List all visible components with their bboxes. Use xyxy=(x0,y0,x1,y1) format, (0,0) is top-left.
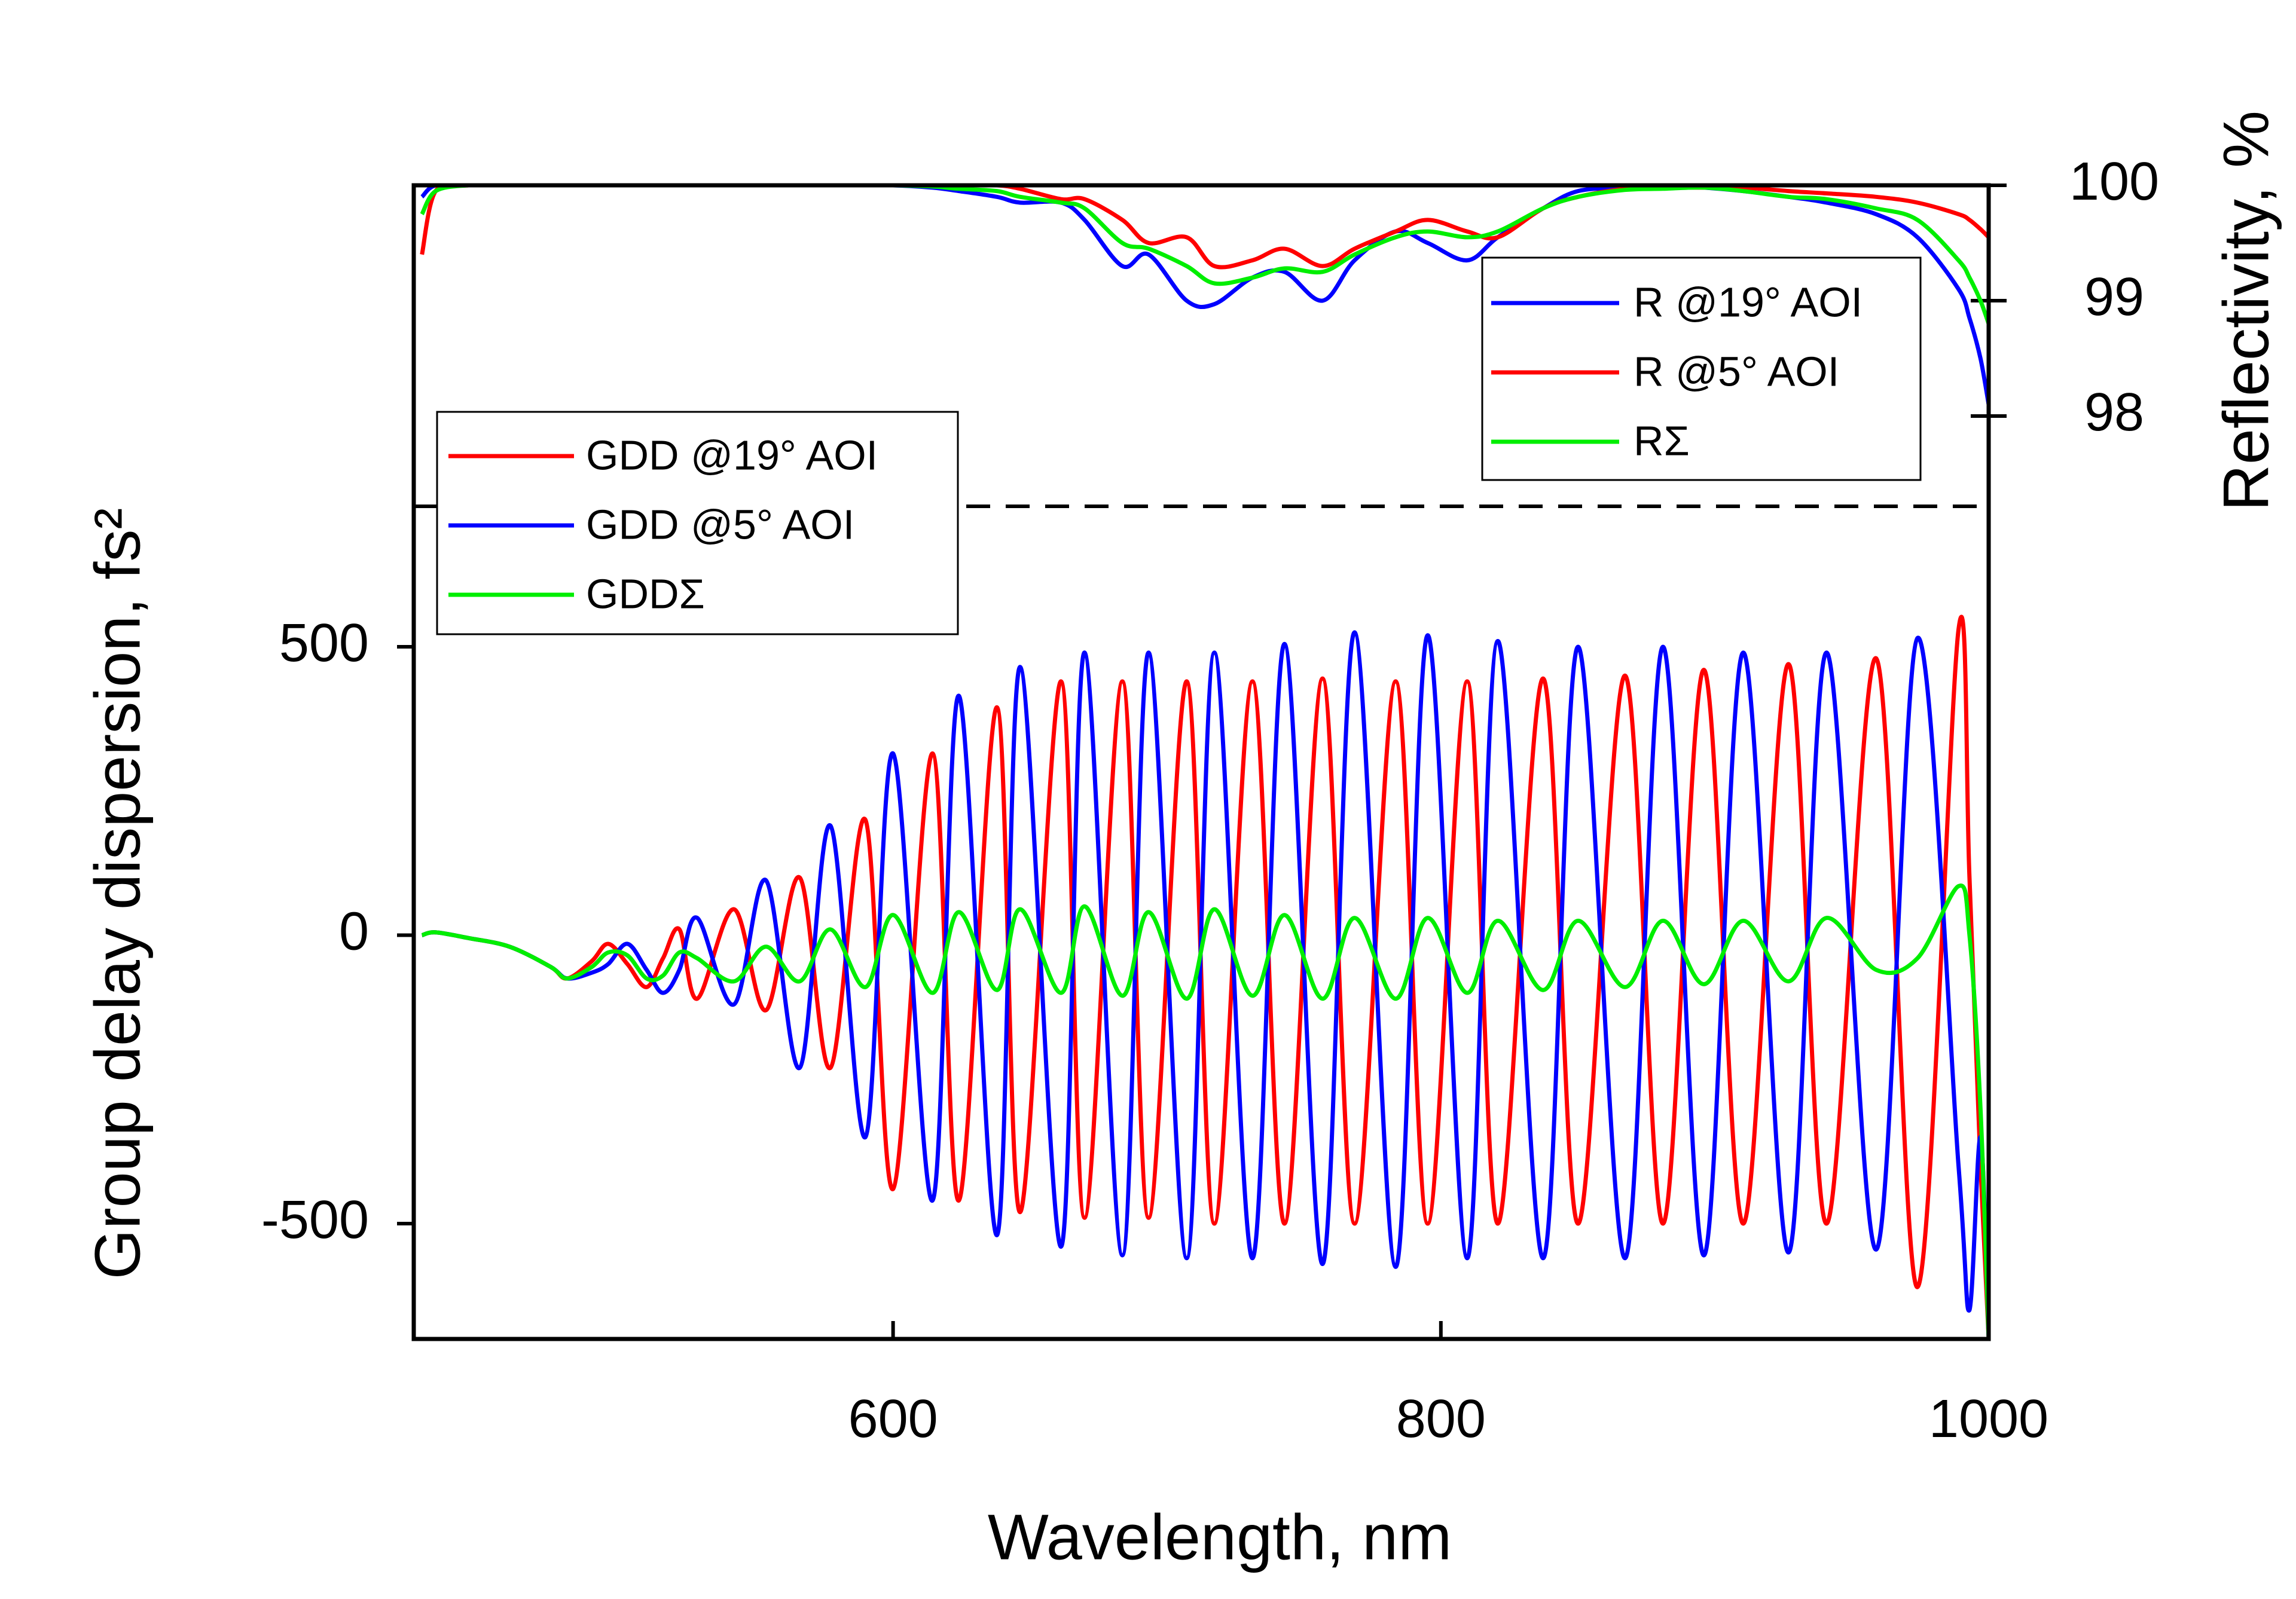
series-line xyxy=(420,185,1989,270)
y2-tick-label: 100 xyxy=(2069,152,2159,212)
y-tick-label: -500 xyxy=(261,1190,369,1250)
series-line xyxy=(421,630,1989,1339)
y2-axis-title: Reflectivity, % xyxy=(2210,111,2282,511)
x-axis-title: Wavelength, nm xyxy=(988,1501,1452,1573)
x-tick-label: 1000 xyxy=(1929,1389,2048,1449)
y2-tick-label: 99 xyxy=(2084,267,2144,327)
legend-label: GDD @19° AOI xyxy=(586,432,878,478)
legend-box xyxy=(1481,256,1922,481)
y-tick-label: 500 xyxy=(279,613,369,673)
legend-label: R @5° AOI xyxy=(1634,348,1839,395)
series-line xyxy=(420,185,1989,325)
x-tick-label: 800 xyxy=(1396,1389,1486,1449)
plot-frame xyxy=(411,183,1991,1341)
y-tick-label: 0 xyxy=(339,901,369,961)
legend-label: RΣ xyxy=(1634,417,1690,464)
y2-tick-label: 98 xyxy=(2084,383,2144,442)
legend-box xyxy=(436,411,959,635)
y-axis-title: Group delay dispersion, fs² xyxy=(81,508,154,1280)
series-line xyxy=(421,883,1989,1339)
legend-label: GDDΣ xyxy=(586,570,705,617)
x-tick-label: 600 xyxy=(848,1389,938,1449)
series-line xyxy=(421,614,1989,1339)
legend-label: R @19° AOI xyxy=(1634,279,1863,325)
legend-label: GDD @5° AOI xyxy=(586,501,854,548)
